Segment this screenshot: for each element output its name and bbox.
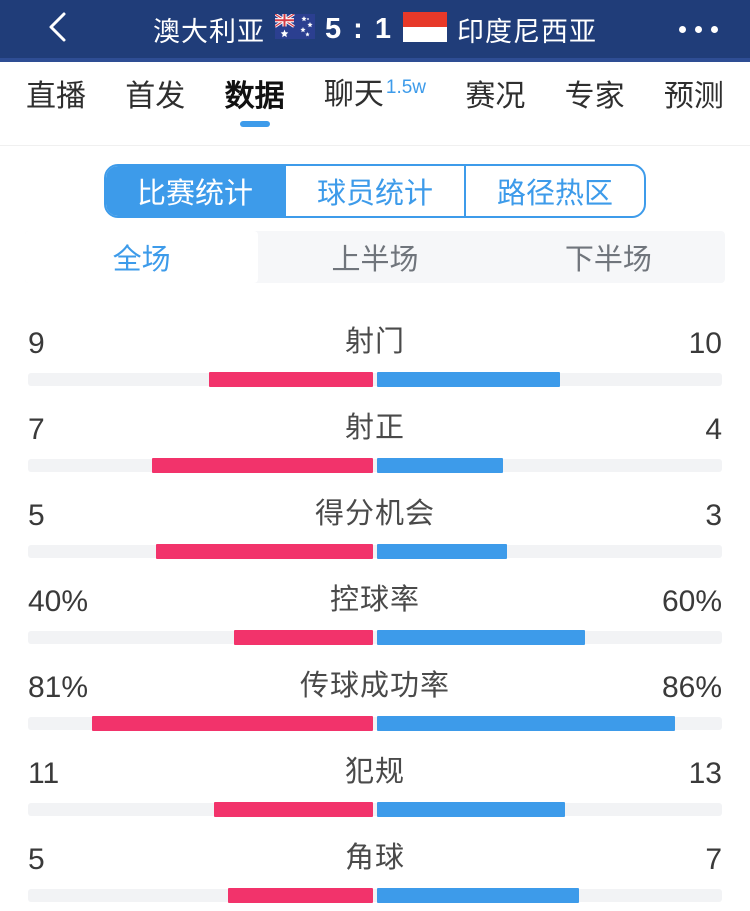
stat-row-shots: 9 射门 10 [28,325,722,387]
stat-bar-track [28,458,722,473]
tab-badge: 1.5w [385,77,427,98]
tab-live[interactable]: 直播 [26,80,86,127]
stat-label: 得分机会 [314,498,436,530]
stat-label: 射门 [344,326,406,358]
home-stat-bar [152,458,373,473]
match-header: 澳大利亚 5 : 1 [0,0,750,58]
stat-label: 角球 [344,842,406,874]
stat-bar-track [28,544,722,559]
tab-expert[interactable]: 专家 [565,80,625,127]
stat-row-pass-accuracy: 81% 传球成功率 86% [28,669,722,731]
active-tab-underline [480,121,510,127]
period-tab-bar: 全场 上半场 下半场 [25,231,725,283]
match-title: 澳大利亚 5 : 1 [0,10,750,49]
away-stat-bar [377,888,580,903]
stat-row-shots-on-target: 7 射正 4 [28,411,722,473]
period-tab-full[interactable]: 全场 [25,231,259,283]
australia-flag-icon [274,12,315,44]
stat-bar-track [28,716,722,731]
away-stat-bar [377,544,508,559]
tab-data[interactable]: 数据 [225,80,285,127]
active-tab-underline [239,121,270,127]
away-stat-value: 60% [661,585,722,618]
away-stat-bar [377,802,565,817]
indonesia-flag-icon [403,11,448,47]
home-stat-value: 5 [28,499,45,532]
stat-row-scoring-chances: 5 得分机会 3 [28,497,722,559]
more-button[interactable] [679,0,718,58]
stats-segmented-control: 比赛统计 球员统计 路径热区 [104,164,646,218]
away-stat-value: 86% [661,671,722,704]
period-tab-first-half[interactable]: 上半场 [331,244,419,276]
tab-chat[interactable]: 聊天 1.5w [324,77,427,129]
active-tab-underline [679,121,709,127]
stat-label: 传球成功率 [299,670,451,702]
tab-predict[interactable]: 预测 [664,80,724,127]
tab-lineup[interactable]: 首发 [125,80,185,127]
away-stat-bar [377,458,504,473]
stat-bar-track [28,888,722,903]
home-stat-value: 5 [28,843,45,876]
stat-row-corners: 5 角球 7 [28,841,722,903]
away-stat-value: 4 [705,413,722,446]
segment-player-stats[interactable]: 球员统计 [284,166,464,216]
active-tab-underline [360,123,390,129]
away-stat-value: 10 [688,327,722,360]
chevron-left-icon [44,10,70,49]
stat-bar-track [28,372,722,387]
home-stat-bar [228,888,373,903]
home-stat-bar [91,716,373,731]
home-stat-value: 7 [28,413,45,446]
stat-bar-track [28,630,722,645]
stat-label: 控球率 [329,584,421,616]
nav-tab-bar: 直播 首发 数据 聊天 1.5w 赛况 专家 预测 [0,62,750,146]
home-stat-bar [208,372,373,387]
away-stat-value: 7 [705,843,722,876]
home-stat-bar [234,630,373,645]
stat-label: 射正 [344,412,406,444]
away-stat-value: 3 [705,499,722,532]
home-team-name: 澳大利亚 [152,16,265,47]
stat-row-possession: 40% 控球率 60% [28,583,722,645]
away-stat-value: 13 [688,757,722,790]
home-stat-bar [156,544,373,559]
tab-match-status[interactable]: 赛况 [465,80,525,127]
home-stat-bar [213,802,373,817]
segment-heat-map[interactable]: 路径热区 [464,166,644,216]
header-accent-strip [0,58,750,62]
home-stat-value: 40% [28,585,89,618]
home-stat-value: 9 [28,327,45,360]
match-score: 5 : 1 [324,12,394,45]
home-stat-value: 81% [28,671,89,704]
away-stat-bar [377,716,676,731]
period-tab-second-half[interactable]: 下半场 [564,244,652,276]
active-tab-underline [140,121,170,127]
active-tab-underline [41,121,71,127]
segment-match-stats[interactable]: 比赛统计 [106,166,284,216]
away-stat-bar [377,372,560,387]
away-team-name: 印度尼西亚 [457,16,598,47]
match-stats-list: 9 射门 10 7 射正 4 5 得分机会 3 40% 控 [0,283,750,903]
stat-row-fouls: 11 犯规 13 [28,755,722,817]
stat-bar-track [28,802,722,817]
stat-label: 犯规 [344,756,406,788]
back-button[interactable] [44,0,70,58]
away-stat-bar [377,630,586,645]
active-tab-underline [580,121,610,127]
ellipsis-icon [679,25,718,33]
home-stat-value: 11 [28,757,60,790]
